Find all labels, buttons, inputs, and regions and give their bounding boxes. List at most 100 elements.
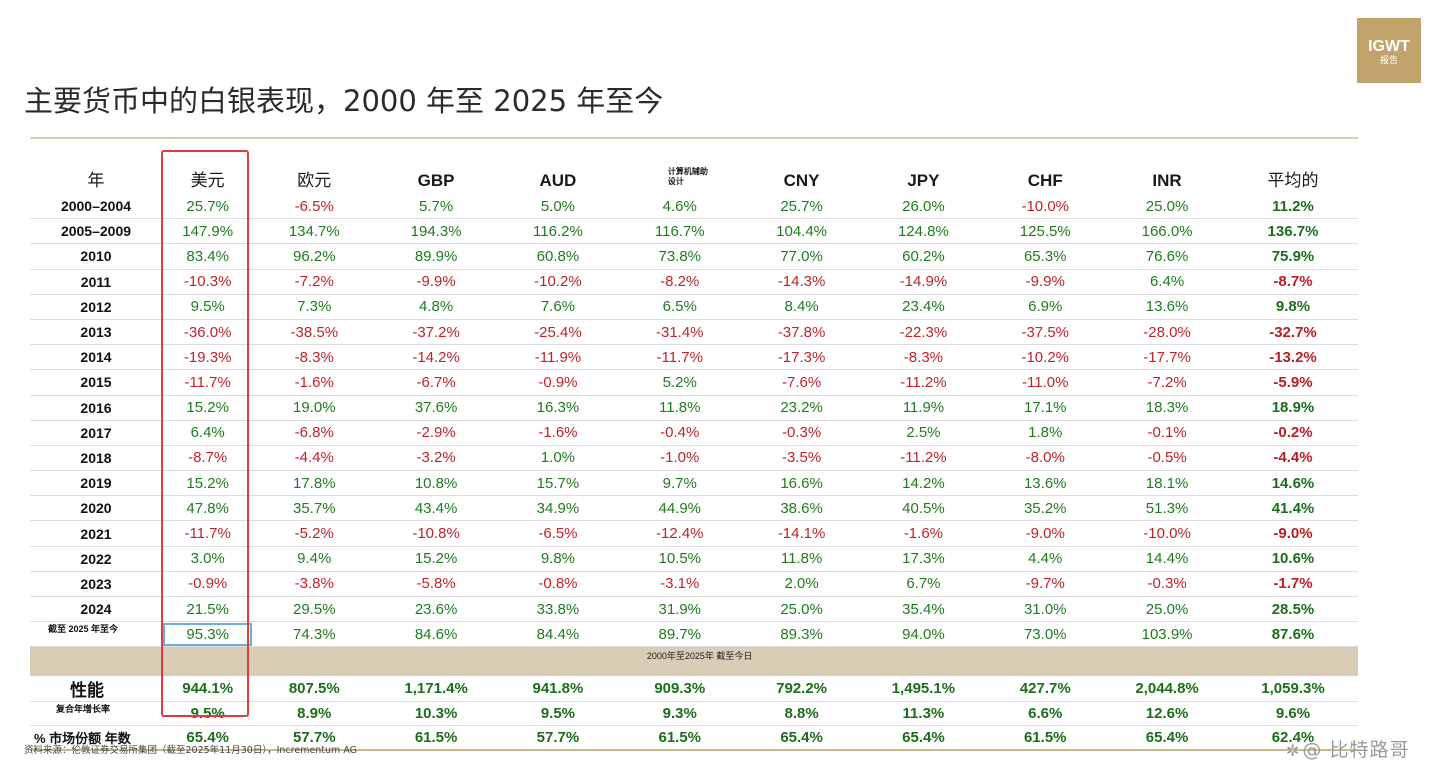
header-usd: 美元	[190, 171, 225, 190]
row-year: 2020	[30, 495, 162, 522]
header-gbp: GBP	[417, 171, 455, 190]
value-cell: 29.5%	[253, 596, 376, 623]
value-cell: 35.2%	[984, 495, 1107, 522]
positive_years-value: 65.4%	[161, 725, 254, 752]
average-cell: 136.7%	[1227, 218, 1358, 245]
value-cell: 60.8%	[497, 243, 619, 270]
value-cell: 14.4%	[1106, 546, 1228, 572]
value-cell: 44.9%	[618, 495, 741, 522]
value-cell: 18.1%	[1106, 470, 1228, 497]
cagr-value: 9.3%	[618, 701, 741, 727]
header-inr: INR	[1152, 171, 1182, 190]
value-cell: 13.6%	[1106, 294, 1228, 320]
value-cell: 9.5%	[161, 294, 254, 320]
average-cell: 87.6%	[1227, 621, 1358, 648]
value-cell: 84.6%	[375, 621, 498, 648]
value-cell: 43.4%	[375, 495, 498, 522]
value-cell: -38.5%	[253, 319, 376, 346]
value-cell: 37.6%	[375, 395, 498, 421]
value-cell: -10.8%	[375, 520, 498, 547]
value-cell: -11.0%	[984, 369, 1107, 396]
value-cell: -14.9%	[862, 269, 985, 295]
value-cell: -6.5%	[497, 520, 619, 547]
value-cell: 15.2%	[375, 546, 498, 572]
cagr-value: 11.3%	[862, 701, 985, 727]
average-cell: -1.7%	[1227, 571, 1358, 598]
value-cell: 8.4%	[740, 294, 863, 320]
value-cell: -8.3%	[862, 344, 985, 371]
positive_years-value: 62.4%	[1227, 725, 1358, 752]
row-year: 2024	[30, 596, 162, 623]
table-row: 2015 -11.7% -1.6% -6.7% -0.9% 5.2% -7.6% -11.2%…	[30, 369, 1358, 396]
value-cell: -11.2%	[862, 369, 985, 396]
value-cell: 124.8%	[862, 218, 985, 245]
row-year: 2022	[30, 546, 162, 572]
value-cell: 40.5%	[862, 495, 985, 522]
table-row: 2005–2009 147.9% 134.7% 194.3% 116.2% 116.7% 1…	[30, 218, 1358, 245]
table-header-row: 年 美元 欧元 GBP AUD 计算机辅助设计 CNY JPY CHF INR …	[30, 155, 1358, 194]
value-cell: 73.8%	[618, 243, 741, 270]
value-cell: 11.8%	[618, 395, 741, 421]
value-cell: 5.7%	[375, 194, 498, 220]
value-cell: -8.7%	[161, 445, 254, 472]
value-cell: -9.9%	[984, 269, 1107, 295]
value-cell: -6.7%	[375, 369, 498, 396]
value-cell: 147.9%	[161, 218, 254, 245]
value-cell: 31.9%	[618, 596, 741, 623]
header-cad: 计算机辅助设计	[667, 167, 708, 186]
value-cell: 6.9%	[984, 294, 1107, 320]
performance-value: 792.2%	[740, 676, 863, 703]
value-cell: -14.3%	[740, 269, 863, 295]
value-cell: -19.3%	[161, 344, 254, 371]
watermark-text: @ 比特路哥	[1302, 739, 1410, 761]
value-cell: -1.6%	[862, 520, 985, 547]
row-year: 2012	[30, 294, 162, 320]
table-row: 2011 -10.3% -7.2% -9.9% -10.2% -8.2% -14.3% -14…	[30, 269, 1358, 295]
average-cell: -0.2%	[1227, 420, 1358, 446]
value-cell: -0.8%	[497, 571, 619, 598]
value-cell: -10.0%	[984, 194, 1107, 220]
average-cell: -4.4%	[1227, 445, 1358, 472]
value-cell: -9.7%	[984, 571, 1107, 598]
value-cell: 89.3%	[740, 621, 863, 648]
positive-years-row: % 市场份额 年数 65.4% 57.7% 61.5% 57.7% 61.5% 65.4%…	[30, 725, 1358, 752]
row-year: 2019	[30, 470, 162, 497]
value-cell: 15.2%	[161, 395, 254, 421]
value-cell: -7.2%	[253, 269, 376, 295]
value-cell: -0.1%	[1106, 420, 1228, 446]
performance-value: 807.5%	[253, 676, 376, 703]
positive_years-value: 65.4%	[740, 725, 863, 752]
value-cell: -4.4%	[253, 445, 376, 472]
value-cell: 10.8%	[375, 470, 498, 497]
row-year: 2011	[30, 269, 162, 295]
value-cell: 89.7%	[618, 621, 741, 648]
performance-value: 2,044.8%	[1106, 676, 1228, 703]
value-cell: -10.3%	[161, 269, 254, 295]
header-cny: CNY	[783, 171, 820, 190]
value-cell: 11.9%	[862, 395, 985, 421]
value-cell: 23.6%	[375, 596, 498, 623]
value-cell: -9.9%	[375, 269, 498, 295]
performance-value: 1,059.3%	[1227, 676, 1358, 703]
positive_years-value: 65.4%	[862, 725, 985, 752]
value-cell: 17.3%	[862, 546, 985, 572]
table-row: 2018 -8.7% -4.4% -3.2% 1.0% -1.0% -3.5% -11.2% -…	[30, 445, 1358, 472]
table-row: 2019 15.2% 17.8% 10.8% 15.7% 9.7% 16.6% 14.2% 13…	[30, 470, 1358, 497]
value-cell: 116.2%	[497, 218, 619, 245]
header-aud: AUD	[539, 171, 577, 190]
average-cell: -32.7%	[1227, 319, 1358, 346]
value-cell: -6.8%	[253, 420, 376, 446]
average-cell: -5.9%	[1227, 369, 1358, 396]
value-cell: -1.0%	[618, 445, 741, 472]
row-year: 截至 2025 年至今	[30, 621, 162, 648]
value-cell: 73.0%	[984, 621, 1107, 648]
value-cell: -5.2%	[253, 520, 376, 547]
performance-value: 941.8%	[497, 676, 619, 703]
positive_years-value: 65.4%	[1106, 725, 1228, 752]
value-cell: -11.2%	[862, 445, 985, 472]
value-cell: -31.4%	[618, 319, 741, 346]
value-cell: 25.7%	[161, 194, 254, 220]
header-eur: 欧元	[297, 171, 332, 190]
value-cell: -5.8%	[375, 571, 498, 598]
value-cell: 35.4%	[862, 596, 985, 623]
